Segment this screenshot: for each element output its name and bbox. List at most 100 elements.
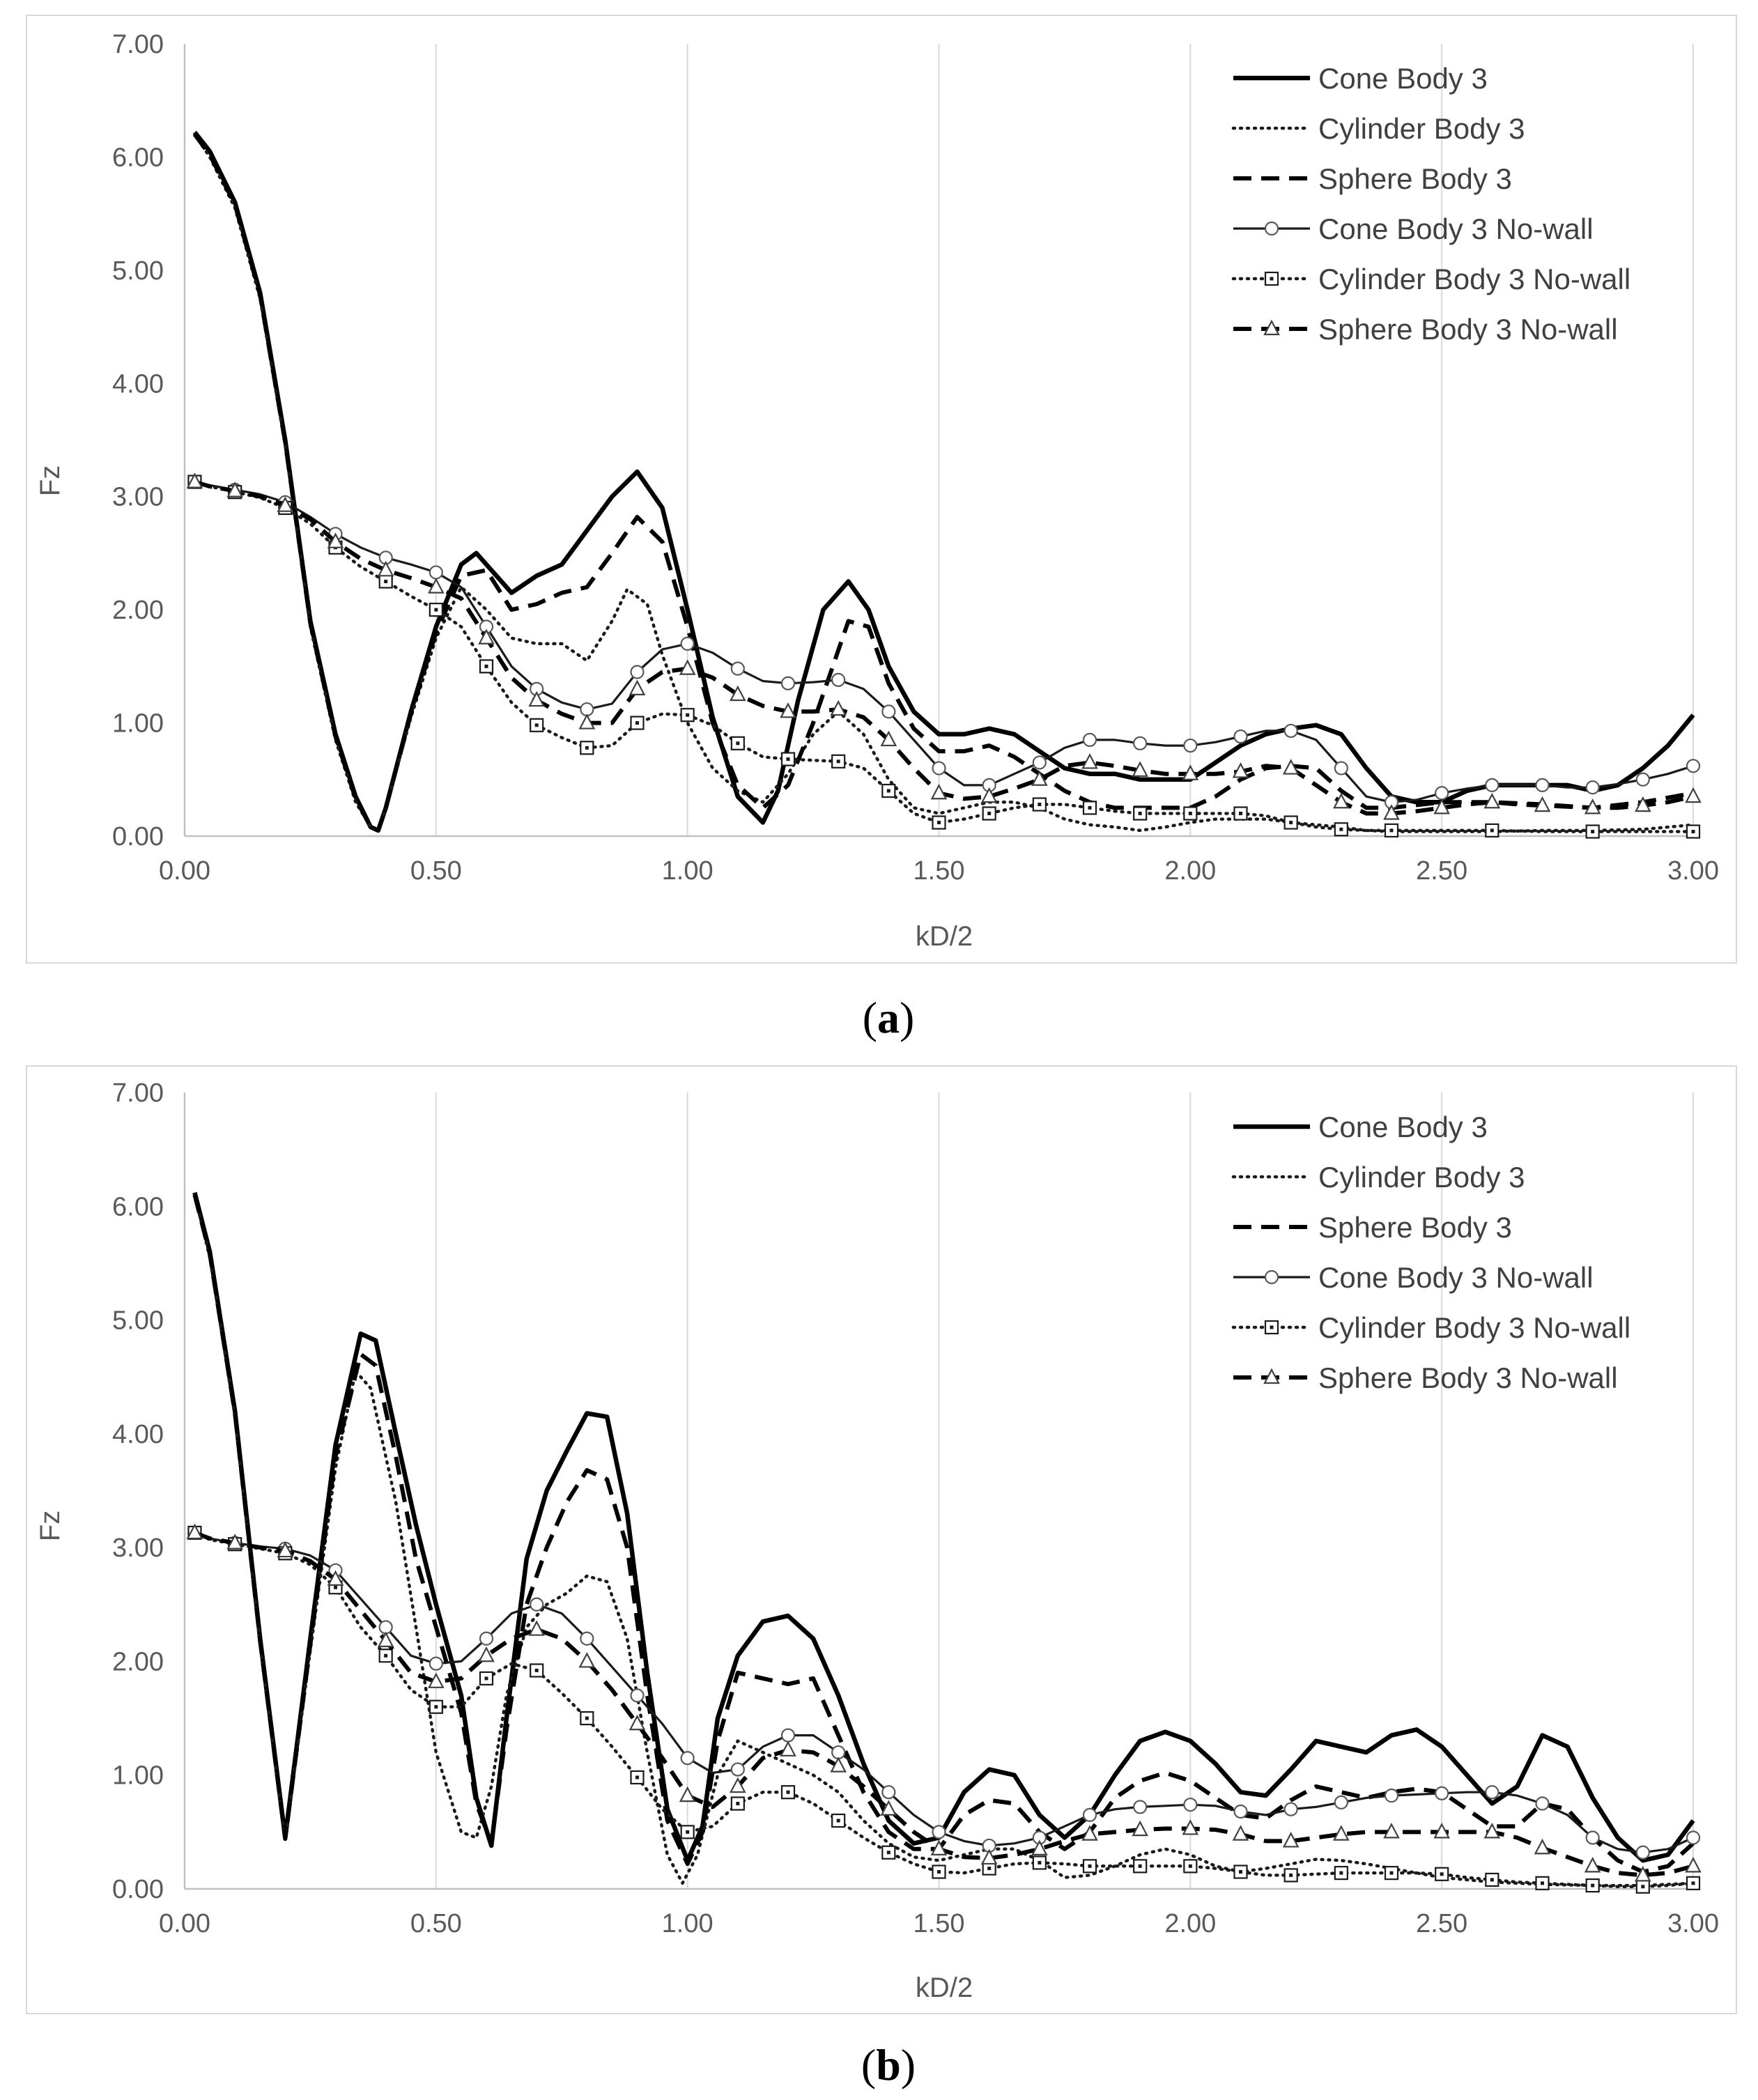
triangle-marker (1534, 1838, 1551, 1855)
triangle-marker (1483, 792, 1501, 809)
triangle-marker (880, 730, 897, 747)
triangle-marker (830, 1757, 847, 1773)
square-marker-dot (585, 746, 589, 750)
square-marker-dot (1440, 1872, 1444, 1876)
square-marker-dot (534, 1668, 539, 1672)
square-marker-dot (585, 1716, 589, 1720)
square-marker-dot (1239, 1870, 1242, 1874)
circle-marker (1082, 732, 1097, 748)
square-marker-dot (987, 812, 992, 816)
legend-entry: Sphere Body 3 No-wall (1318, 1361, 1618, 1394)
triangle-marker (377, 560, 394, 577)
square-marker-dot (1270, 1325, 1274, 1329)
y-tick-label: 7.00 (112, 30, 164, 59)
triangle-marker (1483, 1822, 1501, 1839)
circle-marker (1535, 778, 1550, 793)
triangle-marker (1182, 1819, 1199, 1835)
triangle-marker (327, 1570, 344, 1586)
legend-entry: Cylinder Body 3 (1318, 112, 1525, 145)
square-marker-dot (886, 789, 890, 793)
circle-marker (932, 1825, 946, 1839)
circle-marker (1334, 761, 1348, 775)
triangle-marker (930, 783, 948, 800)
triangle-marker (1685, 787, 1702, 803)
chart-frame-b (26, 1065, 1737, 2014)
chart-frame-a (26, 15, 1737, 964)
square-marker-dot (836, 759, 840, 764)
y-tick-label: 1.00 (112, 709, 164, 739)
square-marker-dot (484, 1676, 488, 1681)
square-marker-dot (1339, 1871, 1343, 1875)
y-tick-label: 2.00 (112, 596, 164, 625)
triangle-marker (730, 685, 746, 702)
series-markers-sphere-body-3-no-wall (186, 1523, 1702, 1882)
triangle-marker (1081, 753, 1098, 769)
y-tick-label: 0.00 (112, 1875, 164, 1904)
circle-marker (429, 565, 443, 580)
y-tick-label: 0.00 (112, 822, 164, 851)
triangle-marker (629, 679, 646, 695)
circle-marker (730, 1762, 745, 1777)
chart-panel-a: 0.00 1.00 2.00 3.00 4.00 5.00 6.00 7.00 0.00 0.5… (26, 15, 1737, 964)
y-tick-label: 1.00 (112, 1761, 164, 1791)
square-marker-dot (1289, 821, 1293, 825)
y-tick-label: 5.00 (112, 256, 164, 286)
circle-marker (1686, 759, 1701, 773)
circle-marker (580, 1631, 594, 1646)
triangle-marker (277, 496, 294, 512)
square-marker-dot (1389, 828, 1394, 833)
legend-entry: Cone Body 3 (1318, 1111, 1488, 1143)
circle-marker (1183, 1798, 1198, 1812)
panel-label-b: (b) (861, 2040, 916, 2090)
triangle-marker (1584, 1856, 1601, 1873)
square-marker-dot (1188, 812, 1192, 816)
x-tick-label: 3.00 (1667, 1909, 1719, 1938)
legend-entry: Cylinder Body 3 (1318, 1161, 1525, 1194)
x-tick-label: 1.00 (662, 856, 714, 886)
triangle-marker (1433, 798, 1450, 814)
square-marker-dot (786, 1790, 790, 1794)
square-marker-dot (1188, 1864, 1192, 1868)
square-marker-dot (1038, 1860, 1042, 1864)
x-gridlines-b (435, 1093, 1694, 1889)
axes-a (183, 44, 1693, 837)
legend-b: Cone Body 3 Cylinder Body 3 Sphere Body 3 C… (1231, 1111, 1630, 1394)
triangle-marker (980, 1848, 998, 1865)
x-tick-label: 0.00 (159, 1909, 210, 1938)
circle-marker (730, 661, 745, 676)
circle-marker (1585, 780, 1600, 795)
triangle-marker (1584, 798, 1601, 814)
axes-b (183, 1093, 1693, 1890)
square-marker-dot (1541, 1881, 1544, 1885)
square-marker-dot (1691, 1881, 1695, 1885)
circle-marker (780, 676, 796, 690)
series-markers-cylinder-body-3-no-wall (187, 474, 1701, 839)
triangle-marker (980, 787, 998, 803)
x-tick-label: 2.00 (1164, 856, 1216, 886)
x-gridlines-a (435, 44, 1694, 836)
circle-marker (1686, 1830, 1701, 1845)
legend-entry: Cylinder Body 3 No-wall (1318, 263, 1630, 295)
circle-marker (1435, 786, 1449, 801)
x-tick-label: 1.50 (913, 1909, 965, 1938)
square-marker-dot (334, 1585, 337, 1589)
square-marker-dot (686, 1830, 690, 1834)
circle-marker (1635, 772, 1650, 787)
square-marker-dot (736, 741, 740, 746)
legend-a: Cone Body 3 Cylinder Body 3 Sphere Body 3 C… (1231, 62, 1630, 346)
circle-marker (1264, 221, 1279, 236)
square-marker-dot (1270, 277, 1274, 281)
circle-marker (881, 1785, 896, 1800)
triangle-marker (780, 1740, 796, 1757)
x-axis-label-b: kD/2 (916, 1972, 973, 2003)
triangle-marker (1031, 770, 1048, 786)
chart-panel-b: 0.00 1.00 2.00 3.00 4.00 5.00 6.00 7.00 0.00 0.5… (26, 1065, 1737, 2014)
y-tick-label: 4.00 (112, 1420, 164, 1449)
triangle-marker (1282, 759, 1300, 775)
square-marker-dot (434, 1705, 438, 1709)
triangle-marker (679, 659, 696, 675)
circle-marker (1535, 1796, 1550, 1811)
square-marker-dot (1138, 812, 1142, 816)
triangle-marker (277, 1541, 294, 1558)
